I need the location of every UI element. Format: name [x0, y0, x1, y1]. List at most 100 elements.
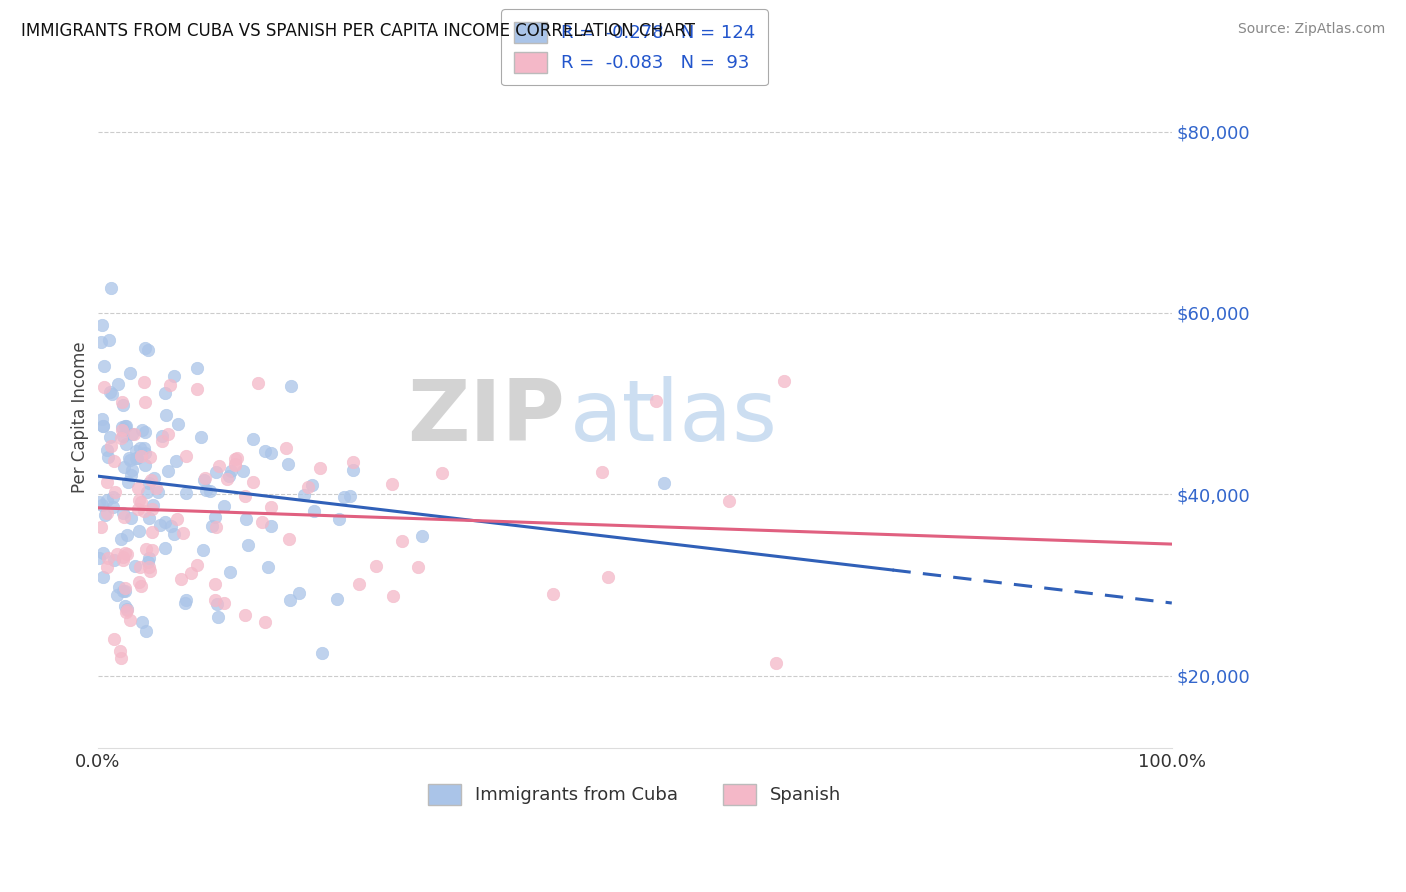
Text: IMMIGRANTS FROM CUBA VS SPANISH PER CAPITA INCOME CORRELATION CHART: IMMIGRANTS FROM CUBA VS SPANISH PER CAPI… — [21, 22, 695, 40]
Point — [219, 565, 242, 579]
Point — [136, 555, 159, 569]
Point — [652, 476, 675, 491]
Point — [122, 427, 145, 442]
Point — [208, 459, 231, 474]
Point — [366, 559, 388, 574]
Point — [91, 498, 114, 512]
Point — [117, 602, 139, 616]
Point — [134, 342, 156, 356]
Point — [260, 519, 283, 533]
Point — [104, 485, 127, 500]
Point — [131, 424, 153, 438]
Point — [190, 430, 212, 444]
Point — [253, 444, 276, 458]
Point — [94, 508, 117, 522]
Point — [311, 646, 333, 660]
Point — [139, 473, 162, 487]
Point — [382, 589, 405, 603]
Point — [277, 458, 299, 472]
Point — [105, 547, 128, 561]
Point — [105, 588, 128, 602]
Point — [131, 615, 153, 629]
Point — [260, 500, 283, 515]
Point — [596, 570, 619, 584]
Point — [118, 613, 141, 627]
Point — [114, 599, 136, 614]
Point — [242, 475, 264, 489]
Point — [212, 595, 235, 609]
Point — [773, 374, 796, 388]
Point — [112, 509, 135, 524]
Point — [148, 485, 170, 500]
Point — [406, 559, 429, 574]
Point — [117, 603, 139, 617]
Point — [150, 429, 173, 443]
Point — [170, 573, 193, 587]
Point — [342, 454, 364, 468]
Point — [134, 458, 156, 473]
Point — [201, 519, 224, 533]
Point — [142, 498, 165, 512]
Point — [134, 446, 156, 460]
Point — [134, 376, 156, 390]
Point — [111, 395, 134, 409]
Point — [143, 471, 166, 485]
Point — [260, 446, 283, 460]
Point — [134, 394, 156, 409]
Point — [125, 443, 148, 458]
Point — [163, 368, 186, 383]
Point — [278, 593, 301, 607]
Point — [292, 487, 315, 501]
Point — [157, 464, 180, 478]
Text: Source: ZipAtlas.com: Source: ZipAtlas.com — [1237, 22, 1385, 37]
Point — [114, 546, 136, 560]
Point — [112, 506, 135, 520]
Point — [274, 442, 297, 456]
Point — [172, 526, 194, 541]
Point — [138, 511, 160, 525]
Point — [112, 584, 135, 599]
Point — [391, 533, 413, 548]
Point — [121, 427, 143, 442]
Point — [174, 596, 197, 610]
Point — [167, 417, 190, 431]
Point — [131, 495, 153, 509]
Point — [235, 512, 257, 526]
Point — [115, 418, 138, 433]
Point — [124, 559, 146, 574]
Point — [112, 429, 135, 443]
Point — [111, 398, 134, 412]
Point — [97, 450, 120, 464]
Point — [233, 607, 256, 622]
Point — [176, 593, 198, 607]
Point — [233, 489, 256, 503]
Point — [108, 580, 131, 594]
Point — [90, 335, 112, 350]
Point — [256, 560, 278, 574]
Point — [114, 581, 136, 595]
Point — [135, 485, 157, 500]
Point — [91, 570, 114, 584]
Point — [253, 615, 276, 629]
Point — [135, 541, 157, 556]
Point — [215, 472, 238, 486]
Point — [128, 524, 150, 538]
Point — [93, 359, 115, 374]
Point — [112, 549, 135, 564]
Point — [166, 512, 188, 526]
Point — [153, 516, 176, 530]
Point — [308, 461, 330, 475]
Point — [121, 463, 143, 477]
Point — [153, 386, 176, 401]
Point — [163, 527, 186, 541]
Point — [150, 434, 173, 449]
Point — [411, 529, 433, 543]
Point — [98, 333, 121, 347]
Point — [326, 592, 349, 607]
Point — [159, 377, 181, 392]
Point — [101, 500, 124, 515]
Point — [302, 504, 325, 518]
Point — [112, 460, 135, 475]
Point — [135, 624, 157, 638]
Point — [159, 518, 181, 533]
